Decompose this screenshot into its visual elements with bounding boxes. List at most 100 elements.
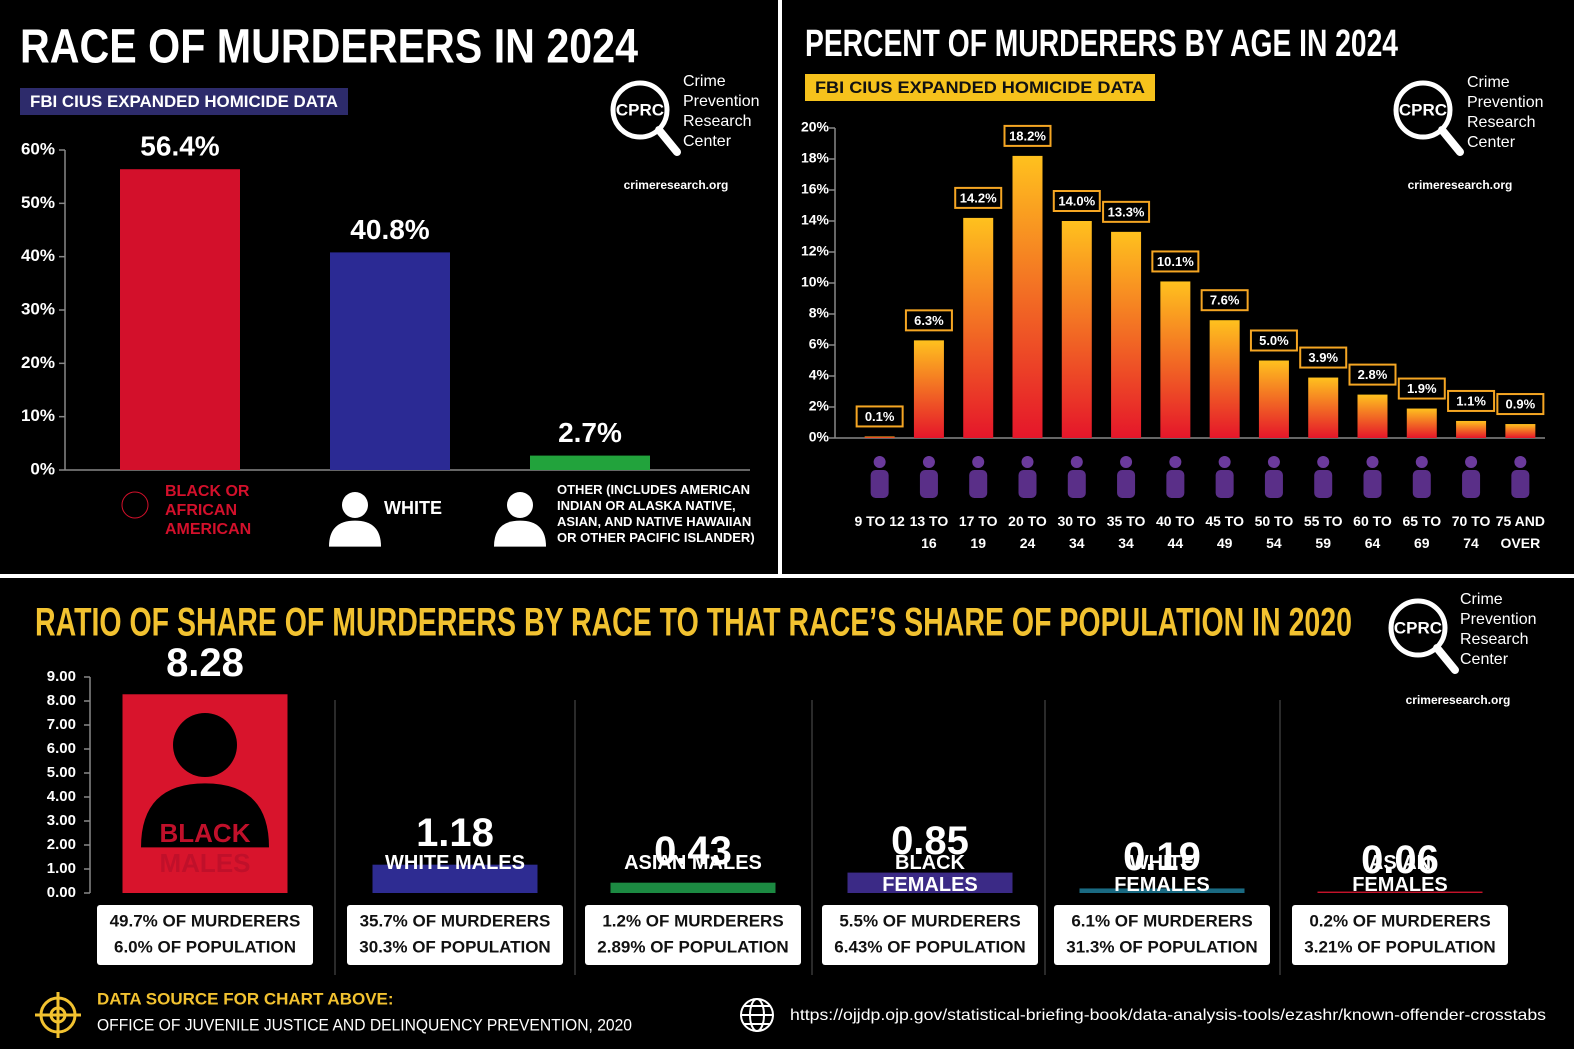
x-tick-label: 70 TO 74	[1451, 513, 1491, 551]
y-tick-label: 8.00	[47, 692, 76, 709]
x-tick-label: BLACK OR AFRICAN AMERICAN	[165, 483, 252, 538]
bar	[610, 882, 776, 893]
y-tick-label: 12%	[801, 243, 830, 259]
x-tick-label: 45 TO 49	[1205, 513, 1244, 551]
age-icon-body	[1215, 470, 1234, 498]
age-icon-body	[1018, 470, 1037, 498]
age-icon-head	[1169, 456, 1182, 468]
annotation-text: 0.2% OF MURDERERS	[1309, 911, 1490, 930]
y-tick-label: 20%	[801, 119, 830, 135]
chart-title: RACE OF MURDERERS IN 2024	[20, 21, 638, 74]
person-icon-head	[122, 492, 148, 518]
age-icon-head	[1120, 456, 1133, 468]
value-label-box	[1397, 377, 1446, 400]
annotation-text: 1.2% OF MURDERERS	[602, 911, 783, 930]
age-icon-body	[1067, 470, 1086, 498]
logo-name: Crime Prevention Research Center	[1467, 74, 1544, 151]
bar	[847, 872, 1013, 893]
value-label: 5.0%	[1259, 333, 1289, 348]
age-icon-body	[1412, 470, 1431, 498]
bar	[530, 455, 650, 470]
x-tick-label: 75 AND OVER	[1495, 513, 1545, 551]
annotation-text: 3.21% OF POPULATION	[1304, 937, 1495, 956]
x-tick-label: 20 TO 24	[1008, 513, 1047, 551]
age-icon-body	[1117, 470, 1136, 498]
annotation-box	[97, 905, 313, 965]
logo-handle	[655, 126, 681, 156]
value-label: 56.4%	[140, 131, 219, 162]
logo-abbr: CPRC	[1394, 618, 1442, 637]
annotation-text: 31.3% OF POPULATION	[1066, 937, 1257, 956]
age-icon-body	[1166, 470, 1185, 498]
y-tick-label: 6%	[809, 336, 830, 352]
age-icon-head	[873, 456, 886, 468]
age-icon-head	[1267, 456, 1280, 468]
annotation-text: 35.7% OF MURDERERS	[360, 911, 551, 930]
value-label-box	[1102, 200, 1151, 223]
x-tick-label: 35 TO 34	[1106, 513, 1146, 551]
annotation-text: 2.89% OF POPULATION	[597, 937, 788, 956]
y-tick-label: 20%	[21, 353, 55, 372]
value-label-box	[1003, 124, 1052, 147]
bar	[1505, 424, 1536, 438]
annotation-box	[1292, 905, 1508, 965]
y-tick-label: 9.00	[47, 668, 76, 685]
logo-abbr: CPRC	[1399, 100, 1447, 119]
x-tick-label: 50 TO 54	[1254, 513, 1294, 551]
value-label-box	[1200, 289, 1249, 312]
logo-ring	[1393, 80, 1453, 140]
logo-abbr: CPRC	[616, 100, 664, 119]
bar	[1406, 408, 1437, 438]
y-tick-label: 0.00	[47, 884, 76, 901]
value-label: 0.19	[1123, 835, 1201, 879]
annotation-text: 49.7% OF MURDERERS	[110, 911, 301, 930]
person-icon-head	[507, 492, 533, 518]
bar	[372, 864, 538, 893]
value-label: 0.85	[891, 819, 969, 863]
value-label: 1.1%	[1456, 393, 1486, 408]
value-label-box	[904, 309, 953, 332]
person-icon-outline	[121, 491, 149, 519]
y-tick-label: 7.00	[47, 716, 76, 733]
bar	[330, 252, 450, 470]
value-label-box	[954, 186, 1003, 209]
x-tick-label: 40 TO 44	[1156, 513, 1195, 551]
bar	[1061, 221, 1092, 438]
age-icon-body	[1264, 470, 1283, 498]
value-label-box	[1496, 393, 1545, 416]
y-tick-label: 4.00	[47, 788, 76, 805]
age-icon-head	[922, 456, 935, 468]
logo-ring	[610, 80, 670, 140]
bar	[913, 340, 944, 438]
y-tick-label: 40%	[21, 246, 55, 265]
bar	[1209, 320, 1240, 438]
x-tick-label: 65 TO 69	[1402, 513, 1442, 551]
value-label-box	[1348, 363, 1397, 386]
age-icon-body	[919, 470, 938, 498]
value-label: 10.1%	[1157, 254, 1194, 269]
value-label: 0.1%	[865, 409, 895, 424]
bar	[1079, 888, 1245, 893]
globe-icon	[740, 998, 774, 1032]
value-label-box	[1447, 389, 1496, 412]
value-label: 18.2%	[1009, 128, 1046, 143]
y-tick-label: 30%	[21, 299, 55, 318]
person-icon-head	[342, 492, 368, 518]
y-tick-label: 14%	[801, 212, 830, 228]
bar	[963, 217, 994, 438]
logo-handle	[1433, 644, 1459, 674]
value-label: 0.9%	[1506, 396, 1536, 411]
annotation-text: 5.5% OF MURDERERS	[839, 911, 1020, 930]
age-icon-body	[870, 470, 889, 498]
x-tick-label: ASIAN FEMALES	[1352, 852, 1448, 896]
value-label: 0.43	[654, 829, 732, 873]
x-tick-label: BLACK FEMALES	[882, 852, 978, 896]
x-tick-label: 30 TO 34	[1057, 513, 1097, 551]
value-label-box	[1249, 329, 1298, 352]
bar	[1160, 281, 1191, 438]
x-tick-label: BLACK MALES	[159, 818, 251, 878]
y-tick-label: 10%	[21, 406, 55, 425]
annotation-text: 30.3% OF POPULATION	[359, 937, 550, 956]
bar	[1308, 377, 1339, 438]
chart-subtitle: FBI CIUS EXPANDED HOMICIDE DATA	[815, 78, 1145, 97]
